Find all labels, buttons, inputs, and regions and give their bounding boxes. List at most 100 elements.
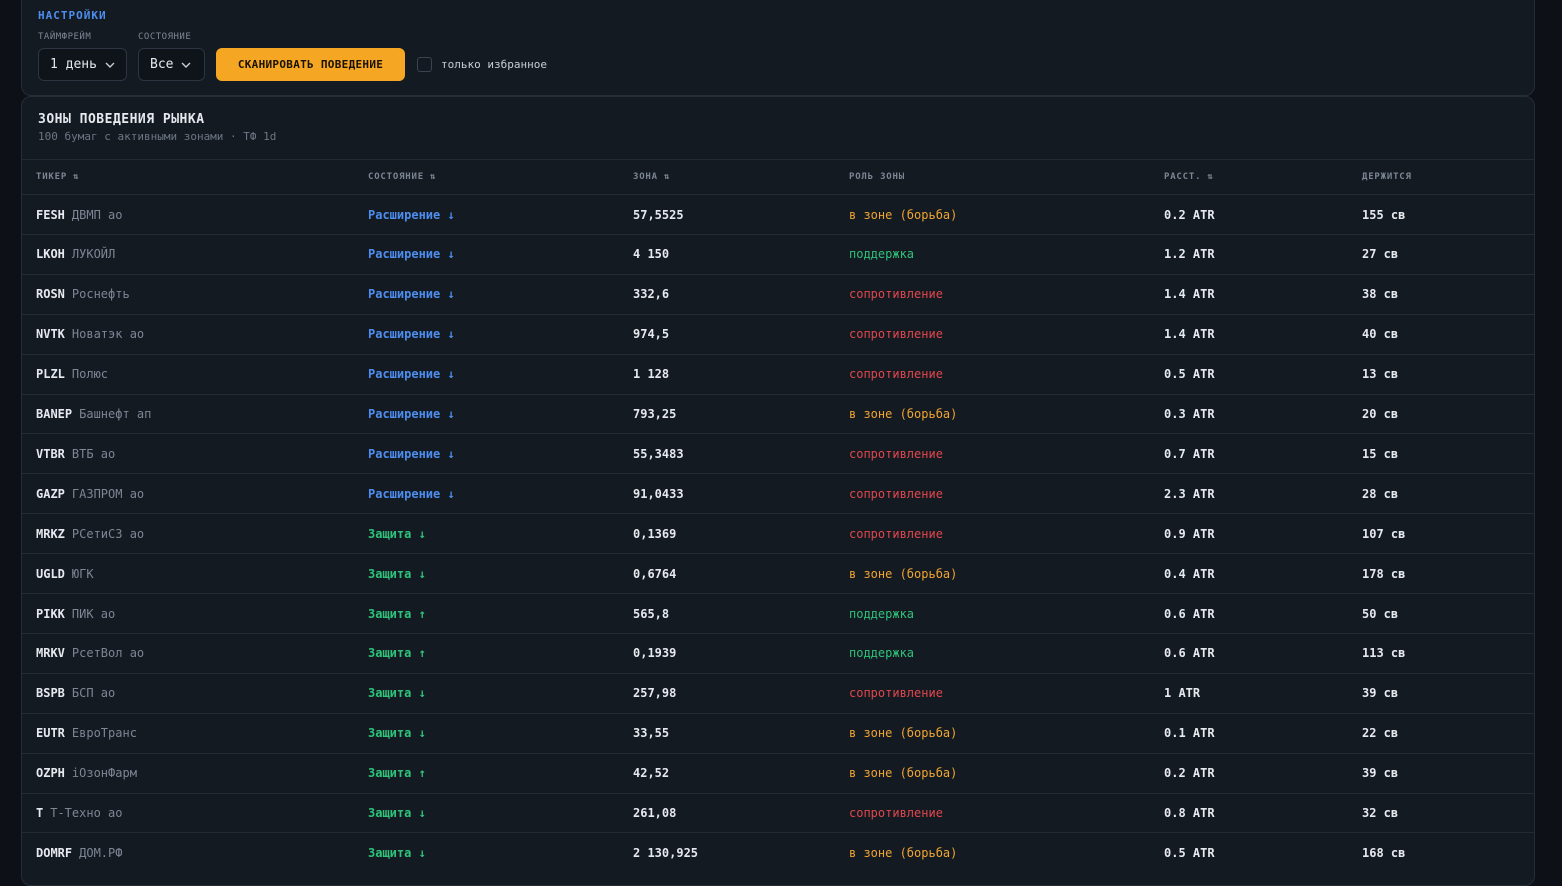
holds: 20 св xyxy=(1362,407,1399,421)
distance: 0.4 ATR xyxy=(1164,566,1215,581)
column-header[interactable]: РАССТ. ⇅ xyxy=(1164,172,1214,182)
ticker-cell: FESH ДВМП ао xyxy=(36,195,122,234)
zone: 2 130,925 xyxy=(633,845,699,860)
holds: 168 св xyxy=(1362,845,1406,860)
ticker: EUTR xyxy=(36,726,65,741)
column-header[interactable]: РОЛЬ ЗОНЫ xyxy=(849,172,905,182)
zone: 257,98 xyxy=(633,686,677,701)
timeframe-select[interactable]: 1 день xyxy=(38,48,127,81)
zone: 974,5 xyxy=(633,327,670,342)
favorites-checkbox[interactable] xyxy=(417,57,432,72)
ticker-cell: MRKZ РСетиСЗ ао xyxy=(36,514,144,553)
distance: 0.1 ATR xyxy=(1164,726,1215,741)
zone-role: сопротивление xyxy=(849,287,943,302)
ticker-cell: LKOH ЛУКОЙЛ xyxy=(36,235,115,274)
table-row[interactable]: ROSN Роснефть Расширение ↓ 332,6 сопротивлен… xyxy=(22,273,1534,314)
ticker-cell: VTBR ВТБ ао xyxy=(36,434,115,473)
table-row[interactable]: T Т-Техно ао Защита ↓ 261,08 сопротивление 0.… xyxy=(22,792,1534,833)
holds: 178 св xyxy=(1362,566,1406,581)
ticker-cell: EUTR ЕвроТранс xyxy=(36,714,137,753)
holds: 40 св xyxy=(1362,327,1399,342)
header-row: ТИКЕР ⇅ СОСТОЯНИЕ ⇅ ЗОНА ⇅ РОЛЬ ЗОНЫ РАССТ. … xyxy=(22,159,1534,194)
zone-role: сопротивление xyxy=(849,526,943,541)
distance: 0.7 ATR xyxy=(1164,446,1215,461)
table-row[interactable]: UGLD ЮГК Защита ↓ 0,6764 в зоне (борьба) 0.4 … xyxy=(22,553,1534,593)
zone-role: сопротивление xyxy=(849,327,943,342)
table-row[interactable]: OZPH iОзонФарм Защита ↑ 42,52 в зоне (борьба… xyxy=(22,752,1534,793)
settings-title: НАСТРОЙКИ xyxy=(38,9,107,22)
table-row[interactable]: BSPB БСП ао Защита ↓ 257,98 сопротивление 1 A… xyxy=(22,672,1534,713)
state: Защита ↓ xyxy=(368,845,426,860)
table-row[interactable]: PIKK ПИК ао Защита ↑ 565,8 поддержка 0.6 ATR 5… xyxy=(22,593,1534,633)
column-header[interactable]: СОСТОЯНИЕ ⇅ xyxy=(368,172,437,182)
favorites-label[interactable]: только избранное xyxy=(441,58,547,71)
table-row[interactable]: BANEP Башнефт ап Расширение ↓ 793,25 в зоне … xyxy=(22,393,1534,434)
zone-role: сопротивление xyxy=(849,806,943,820)
ticker-cell: OZPH iОзонФарм xyxy=(36,754,137,793)
ticker-cell: T Т-Техно ао xyxy=(36,794,122,833)
state: Защита ↑ xyxy=(368,766,426,781)
zone-role: в зоне (борьба) xyxy=(849,207,958,222)
table-row[interactable]: NVTK Новатэк ао Расширение ↓ 974,5 сопротивл… xyxy=(22,313,1534,354)
ticker-cell: PIKK ПИК ао xyxy=(36,594,115,633)
state: Защита ↑ xyxy=(368,646,426,661)
security-name: РсетВол ао xyxy=(71,646,145,661)
table-row[interactable]: GAZP ГАЗПРОМ ао Расширение ↓ 91,0433 сопроти… xyxy=(22,473,1534,513)
zone: 0,6764 xyxy=(633,566,677,581)
zone-role: сопротивление xyxy=(849,367,943,382)
security-name: ЮГК xyxy=(71,566,94,581)
zone-role: поддержка xyxy=(849,606,915,621)
table-row[interactable]: VTBR ВТБ ао Расширение ↓ 55,3483 сопротивлен… xyxy=(22,433,1534,473)
state-select[interactable]: Все xyxy=(138,48,205,81)
table-row[interactable]: DOMRF ДОМ.РФ Защита ↓ 2 130,925 в зоне (борь… xyxy=(22,832,1534,872)
security-name: Полюс xyxy=(71,367,109,382)
table-row[interactable]: FESH ДВМП ао Расширение ↓ 57,5525 в зоне (бо… xyxy=(22,194,1534,234)
table-row[interactable]: LKOH ЛУКОЙЛ Расширение ↓ 4 150 поддержка 1.2 … xyxy=(22,233,1534,274)
ticker-cell: ROSN Роснефть xyxy=(36,275,130,314)
ticker: VTBR xyxy=(36,446,65,461)
state: Защита ↓ xyxy=(368,566,426,581)
ticker: UGLD xyxy=(36,566,65,581)
distance: 0.2 ATR xyxy=(1164,766,1215,781)
scan-button[interactable]: СКАНИРОВАТЬ ПОВЕДЕНИЕ xyxy=(216,48,405,81)
holds: 50 св xyxy=(1362,606,1399,621)
holds: 39 св xyxy=(1362,766,1399,781)
zone: 57,5525 xyxy=(633,207,684,222)
state: Защита ↓ xyxy=(368,686,426,701)
zone: 91,0433 xyxy=(633,486,684,501)
state-label: СОСТОЯНИЕ xyxy=(138,32,192,42)
zone-role: в зоне (борьба) xyxy=(849,766,958,781)
column-header[interactable]: ДЕРЖИТСЯ xyxy=(1362,172,1412,182)
page-body: НАСТРОЙКИ ТАЙМФРЕЙМ СОСТОЯНИЕ 1 день Все… xyxy=(21,0,1535,886)
zone: 4 150 xyxy=(633,247,670,262)
table-row[interactable]: EUTR ЕвроТранс Защита ↓ 33,55 в зоне (борьба… xyxy=(22,712,1534,753)
zone: 55,3483 xyxy=(633,446,684,461)
timeframe-value: 1 день xyxy=(50,57,97,72)
ticker: NVTK xyxy=(36,327,65,342)
zone: 793,25 xyxy=(633,407,677,421)
table-row[interactable]: MRKV РсетВол ао Защита ↑ 0,1939 поддержка 0.6… xyxy=(22,632,1534,673)
timeframe-label: ТАЙМФРЕЙМ xyxy=(38,32,92,42)
state: Расширение ↓ xyxy=(368,247,455,262)
table-row[interactable]: MRKZ РСетиСЗ ао Защита ↓ 0,1369 сопротивлени… xyxy=(22,513,1534,553)
chevron xyxy=(105,62,115,68)
column-header[interactable]: ЗОНА ⇅ xyxy=(633,172,671,182)
holds: 39 св xyxy=(1362,686,1399,701)
distance: 0.8 ATR xyxy=(1164,806,1215,820)
security-name: ДОМ.РФ xyxy=(79,845,123,860)
distance: 1.4 ATR xyxy=(1164,327,1215,342)
zone: 0,1939 xyxy=(633,646,677,661)
holds: 15 св xyxy=(1362,446,1399,461)
column-header[interactable]: ТИКЕР ⇅ xyxy=(36,172,80,182)
security-name: БСП ао xyxy=(71,686,116,701)
holds: 113 св xyxy=(1362,646,1406,661)
distance: 0.6 ATR xyxy=(1164,606,1215,621)
ticker-cell: BANEP Башнефт ап xyxy=(36,395,151,434)
zone-role: сопротивление xyxy=(849,486,943,501)
zone: 1 128 xyxy=(633,367,670,382)
zone: 332,6 xyxy=(633,287,670,302)
zone-role: в зоне (борьба) xyxy=(849,407,958,421)
security-name: ЕвроТранс xyxy=(71,726,137,741)
table-row[interactable]: PLZL Полюс Расширение ↓ 1 128 сопротивление 0… xyxy=(22,353,1534,394)
ticker-cell: DOMRF ДОМ.РФ xyxy=(36,833,122,872)
